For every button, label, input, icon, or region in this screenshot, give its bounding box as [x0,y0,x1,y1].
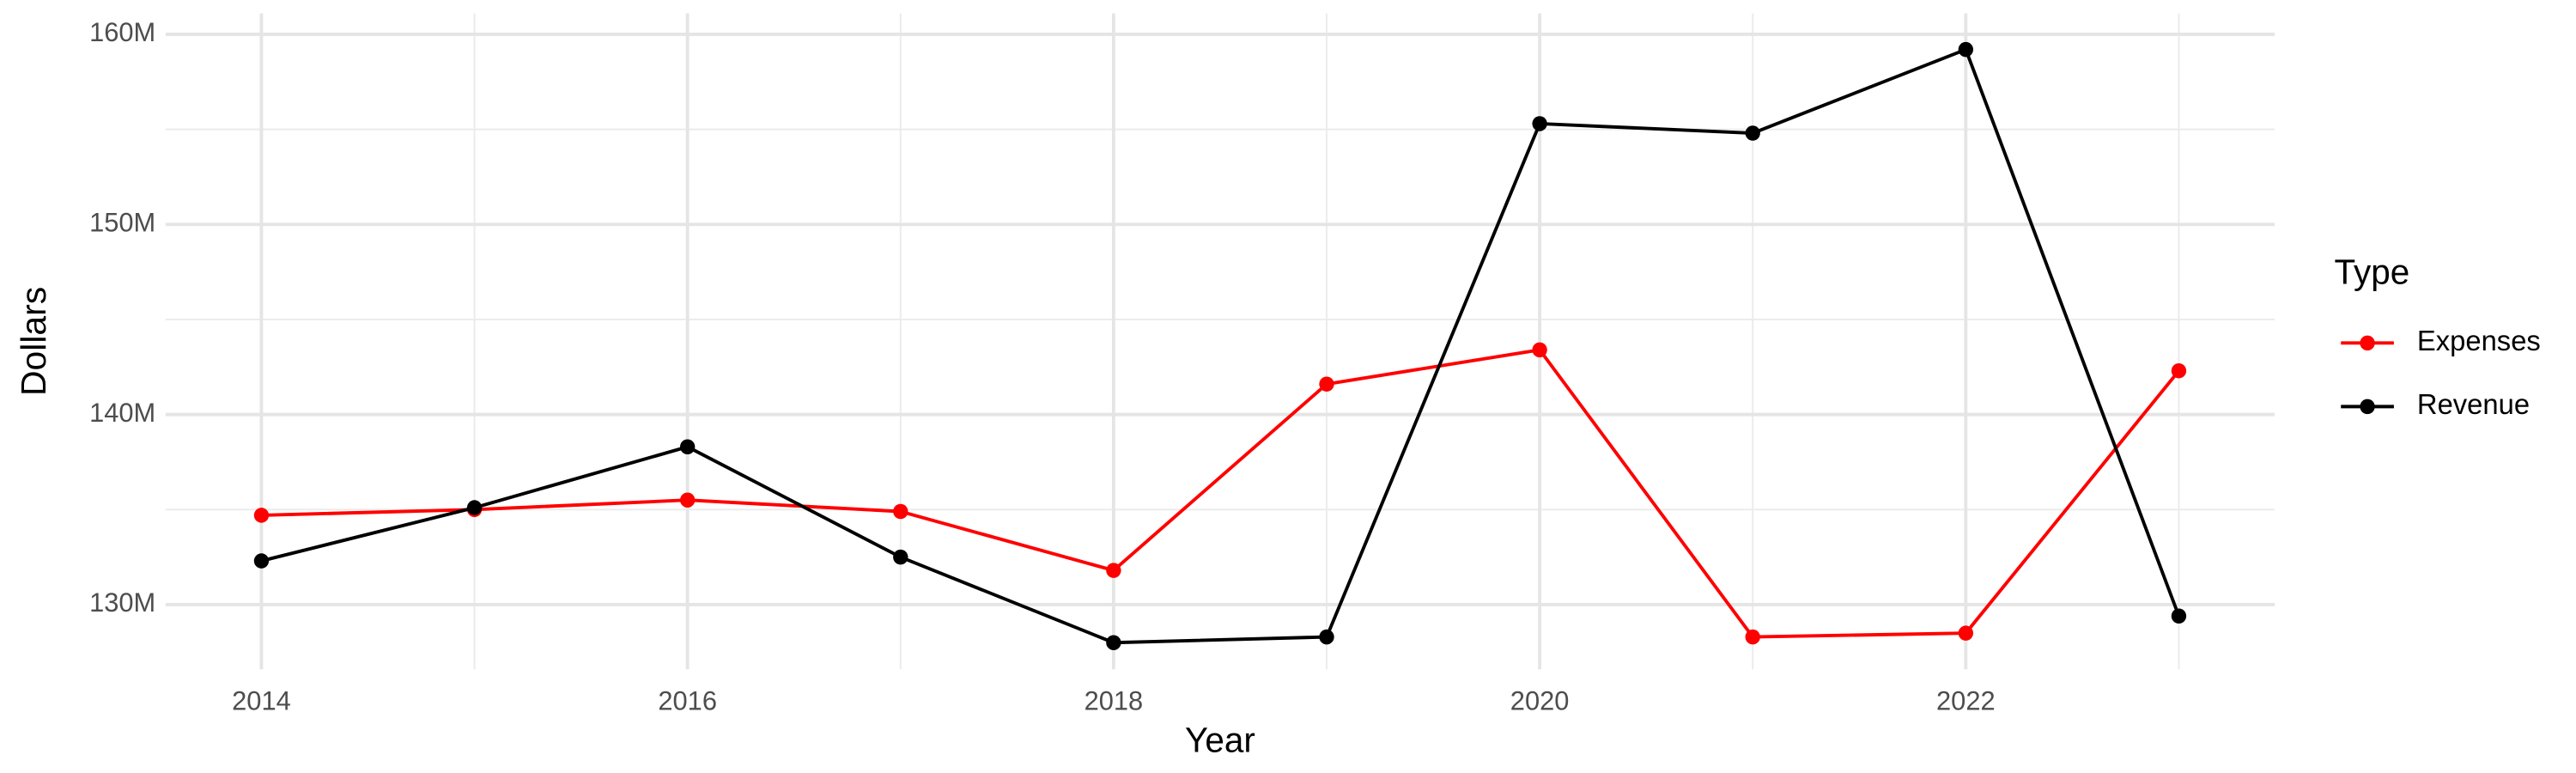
x-tick-label: 2014 [232,685,291,715]
legend-marker [2360,399,2375,415]
y-tick-label: 140M [89,398,155,428]
data-point [2171,608,2187,624]
data-point [2171,362,2187,379]
data-point [893,549,908,565]
data-point [679,492,696,508]
x-tick-label: 2022 [1936,685,1996,715]
legend-title: Type [2335,252,2410,291]
data-point [466,500,483,515]
data-point [893,503,908,520]
x-tick-label: 2018 [1084,685,1144,715]
y-axis-label: Dollars [14,287,53,396]
data-point [1106,635,1121,650]
x-tick-label: 2016 [658,685,717,715]
data-point [1106,563,1121,578]
data-point [1319,629,1334,645]
y-tick-label: 130M [89,587,155,618]
data-point [679,439,696,455]
legend-label: Expenses [2417,325,2541,356]
data-point [253,553,270,569]
data-point [1532,342,1547,358]
y-tick-label: 160M [89,17,155,47]
data-point [1319,376,1334,392]
data-point [253,508,270,523]
y-tick-label: 150M [89,207,155,237]
series-line [261,348,2180,639]
data-point [1958,41,1974,58]
data-point [1745,125,1760,141]
data-point [1958,625,1974,641]
x-axis-label: Year [1185,721,1255,760]
data-point [1745,629,1760,645]
legend-marker [2360,335,2375,351]
data-point [1532,116,1547,131]
series-line [260,47,2181,645]
x-tick-label: 2020 [1510,685,1570,715]
legend-label: Revenue [2417,388,2530,420]
